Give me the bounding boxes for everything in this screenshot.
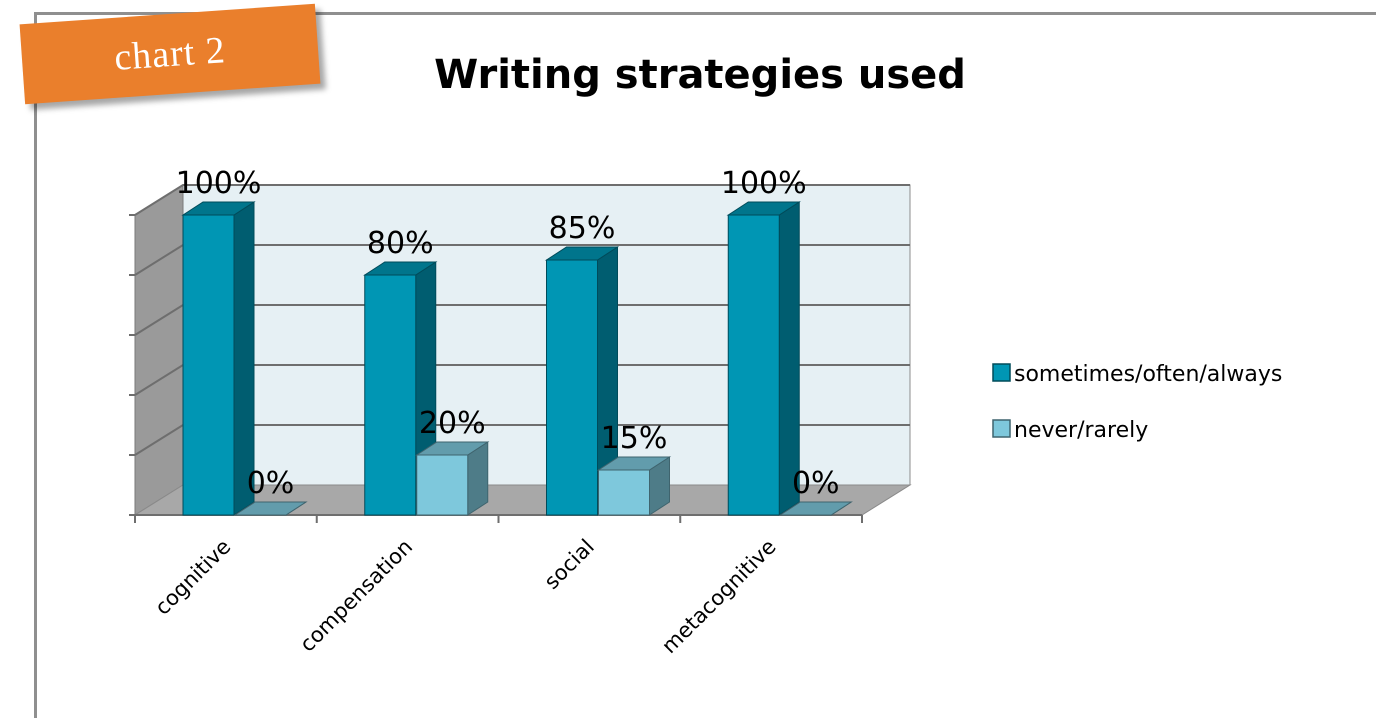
chart-title: Writing strategies used: [434, 52, 966, 98]
x-tick-label: social: [540, 535, 599, 594]
legend-item: never/rarely: [992, 418, 1148, 443]
x-tick-labels: cognitive compensation social metacognitive: [150, 535, 780, 659]
bar-cognitive-sometimes: [181, 201, 256, 516]
chart-bars: [181, 201, 853, 516]
data-label: 85%: [549, 211, 616, 246]
bar-metacognitive-sometimes: [726, 201, 801, 516]
chart-frame: [34, 12, 1376, 718]
legend-label: sometimes/often/always: [1014, 362, 1282, 387]
legend-swatch: [992, 419, 1011, 438]
x-tick-label: cognitive: [150, 535, 235, 620]
data-label: 15%: [601, 421, 668, 456]
x-tick-label: metacognitive: [657, 535, 781, 659]
data-label: 20%: [419, 406, 486, 441]
legend-swatch: [992, 363, 1011, 382]
x-tick-label: compensation: [295, 535, 417, 657]
data-labels: 100% 0% 80% 20% 85% 15% 100% 0%: [176, 166, 840, 501]
data-label: 0%: [247, 466, 295, 501]
bar-social-never: [596, 456, 672, 516]
data-label: 100%: [721, 166, 807, 201]
gridline: [134, 184, 910, 216]
bar-cognitive-never: [233, 501, 308, 516]
bar-compensation-sometimes: [363, 261, 438, 516]
legend-item: sometimes/often/always: [992, 362, 1282, 387]
data-label: 80%: [367, 226, 434, 261]
legend-label: never/rarely: [1014, 418, 1148, 443]
data-label: 0%: [792, 466, 840, 501]
bar-compensation-never: [415, 441, 490, 516]
bar-social-sometimes: [544, 246, 620, 516]
bar-metacognitive-never: [778, 501, 853, 516]
side-wall: [134, 184, 184, 516]
chart-legend: sometimes/often/always never/rarely: [992, 362, 1282, 443]
data-label: 100%: [176, 166, 262, 201]
